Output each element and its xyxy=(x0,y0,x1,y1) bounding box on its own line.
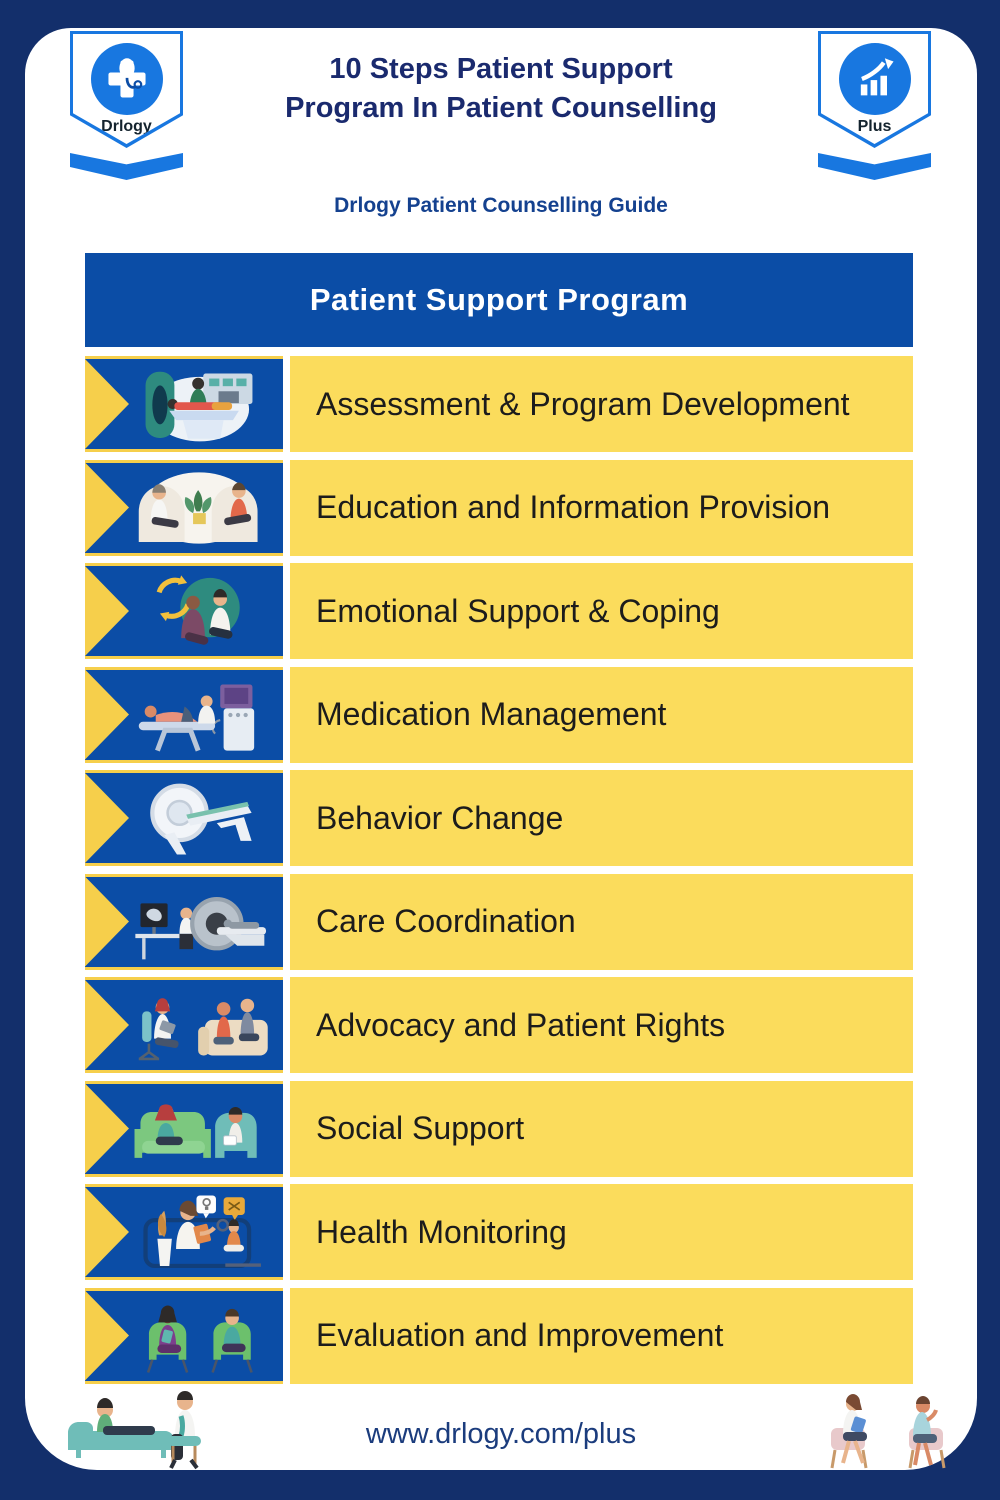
step-label-box: Social Support xyxy=(290,1080,913,1177)
mri-care-illustration xyxy=(135,896,267,959)
page-title-line2: Program In Patient Counselling xyxy=(285,92,717,124)
step-illustration-box xyxy=(85,770,283,866)
step-label-box: Evaluation and Improvement xyxy=(290,1287,913,1384)
step-label: Education and Information Provision xyxy=(316,489,831,525)
step-label-box: Behavior Change xyxy=(290,770,913,866)
step-label: Social Support xyxy=(316,1110,525,1146)
step-label-box: Advocacy and Patient Rights xyxy=(290,977,913,1073)
step-label: Medication Management xyxy=(316,696,667,732)
step-illustration xyxy=(115,773,283,863)
drlogy-badge: Drlogy xyxy=(70,31,183,180)
advocacy-meeting-illustration xyxy=(138,998,268,1061)
step-illustration xyxy=(115,980,283,1070)
step-row: Assessment & Program Development xyxy=(85,356,913,452)
step-label-box: Care Coordination xyxy=(290,873,913,970)
step-illustration-box xyxy=(85,977,283,1073)
step-label-box: Medication Management xyxy=(290,666,913,763)
step-label-box: Emotional Support & Coping xyxy=(290,563,913,659)
step-label-box: Health Monitoring xyxy=(290,1184,913,1280)
step-row: Education and Information Provision xyxy=(85,459,913,556)
mri-scan-illustration xyxy=(145,371,253,442)
plus-badge: Plus xyxy=(818,31,931,180)
medical-cross-stethoscope-icon xyxy=(90,43,163,115)
step-label-box: Education and Information Provision xyxy=(290,459,913,556)
badge-shield: Drlogy xyxy=(70,31,183,148)
step-illustration xyxy=(115,1187,283,1277)
step-label: Care Coordination xyxy=(316,903,576,939)
steps-list: Assessment & Program Development Educati… xyxy=(85,356,913,1391)
step-label: Evaluation and Improvement xyxy=(316,1317,724,1353)
step-label: Emotional Support & Coping xyxy=(316,592,720,629)
ultrasound-exam-illustration xyxy=(138,683,255,752)
step-label-box: Assessment & Program Development xyxy=(290,356,913,452)
step-row: Social Support xyxy=(85,1080,913,1177)
step-illustration xyxy=(115,359,283,449)
step-illustration-box xyxy=(85,1184,283,1280)
counselling-session-illustration xyxy=(138,471,258,544)
step-illustration-box xyxy=(85,356,283,452)
step-illustration xyxy=(115,566,283,656)
step-row: Evaluation and Improvement xyxy=(85,1287,913,1384)
badge-label: Drlogy xyxy=(101,118,152,135)
page-title-line1: 10 Steps Patient Support xyxy=(329,53,673,85)
growth-chart-arrow-icon xyxy=(838,43,911,115)
step-illustration-box xyxy=(85,1080,283,1177)
content-card: Drlogy Plus 10 Steps xyxy=(25,28,977,1470)
step-illustration-box xyxy=(85,459,283,556)
step-row: Emotional Support & Coping xyxy=(85,563,913,659)
step-row: Care Coordination xyxy=(85,873,913,970)
page-subtitle: Drlogy Patient Counselling Guide xyxy=(334,194,668,217)
badge-ribbon xyxy=(818,153,931,180)
footer: www.drlogy.com/plus xyxy=(25,1384,977,1470)
step-illustration-box xyxy=(85,666,283,763)
step-label: Advocacy and Patient Rights xyxy=(316,1006,726,1043)
footer-right-counselling-illustration xyxy=(813,1392,963,1470)
step-label: Health Monitoring xyxy=(316,1213,567,1250)
footer-left-doctor-patient-illustration xyxy=(63,1388,268,1470)
step-illustration-box xyxy=(85,873,283,970)
step-illustration xyxy=(115,877,283,967)
badge-label: Plus xyxy=(857,118,892,135)
step-label: Assessment & Program Development xyxy=(316,385,850,422)
step-illustration-box xyxy=(85,1287,283,1384)
ct-scanner-illustration xyxy=(150,783,252,855)
page-title: 10 Steps Patient Support Program In Pati… xyxy=(105,50,897,128)
step-row: Behavior Change xyxy=(85,770,913,866)
badge-ribbon xyxy=(70,153,183,180)
step-illustration xyxy=(115,670,283,760)
evaluation-discussion-illustration xyxy=(146,1304,253,1373)
badge-shield: Plus xyxy=(818,31,931,148)
emotional-support-illustration xyxy=(156,575,240,645)
footer-url-link[interactable]: www.drlogy.com/plus xyxy=(365,1418,637,1450)
section-header-band: Patient Support Program xyxy=(85,253,913,347)
step-illustration xyxy=(115,1291,283,1381)
step-row: Advocacy and Patient Rights xyxy=(85,977,913,1073)
step-row: Medication Management xyxy=(85,666,913,763)
step-label: Behavior Change xyxy=(316,799,564,836)
social-support-illustration xyxy=(134,1103,257,1158)
step-illustration-box xyxy=(85,563,283,659)
step-row: Health Monitoring xyxy=(85,1184,913,1280)
step-illustration xyxy=(115,1084,283,1174)
health-monitoring-illustration xyxy=(143,1195,261,1269)
step-illustration xyxy=(115,463,283,553)
section-header-title: Patient Support Program xyxy=(309,282,689,317)
